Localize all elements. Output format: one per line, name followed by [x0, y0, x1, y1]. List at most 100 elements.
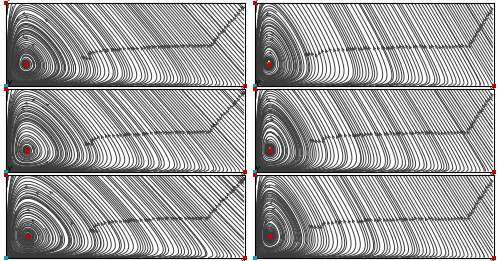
FancyArrowPatch shape [461, 217, 464, 220]
FancyArrowPatch shape [451, 132, 454, 134]
FancyArrowPatch shape [150, 132, 152, 134]
FancyArrowPatch shape [472, 211, 474, 213]
FancyArrowPatch shape [222, 29, 225, 32]
FancyArrowPatch shape [334, 49, 336, 52]
FancyArrowPatch shape [220, 31, 223, 34]
FancyArrowPatch shape [32, 220, 34, 222]
Text: Y: Y [255, 0, 260, 3]
FancyArrowPatch shape [237, 13, 240, 15]
FancyArrowPatch shape [154, 132, 157, 134]
FancyArrowPatch shape [388, 47, 390, 50]
FancyArrowPatch shape [468, 128, 470, 131]
FancyArrowPatch shape [446, 45, 448, 48]
FancyArrowPatch shape [344, 134, 346, 137]
FancyArrowPatch shape [6, 7, 8, 9]
FancyArrowPatch shape [8, 170, 10, 172]
Text: X: X [240, 87, 245, 96]
FancyArrowPatch shape [172, 45, 174, 48]
FancyArrowPatch shape [192, 131, 194, 134]
FancyArrowPatch shape [166, 217, 169, 219]
FancyArrowPatch shape [490, 183, 492, 186]
FancyArrowPatch shape [192, 45, 195, 48]
FancyArrowPatch shape [439, 46, 442, 49]
FancyArrowPatch shape [358, 48, 360, 50]
FancyArrowPatch shape [234, 100, 237, 103]
FancyArrowPatch shape [92, 51, 95, 54]
FancyArrowPatch shape [96, 230, 98, 233]
FancyArrowPatch shape [482, 108, 484, 111]
FancyArrowPatch shape [233, 187, 235, 189]
FancyArrowPatch shape [124, 134, 126, 137]
FancyArrowPatch shape [162, 46, 165, 48]
FancyArrowPatch shape [425, 45, 427, 48]
FancyArrowPatch shape [375, 133, 377, 135]
FancyArrowPatch shape [16, 254, 18, 256]
FancyArrowPatch shape [260, 170, 262, 172]
FancyArrowPatch shape [208, 131, 211, 133]
FancyArrowPatch shape [480, 27, 482, 30]
FancyArrowPatch shape [396, 132, 398, 135]
FancyArrowPatch shape [312, 226, 314, 228]
FancyArrowPatch shape [429, 46, 432, 49]
FancyArrowPatch shape [138, 133, 140, 136]
FancyArrowPatch shape [342, 48, 344, 51]
FancyArrowPatch shape [257, 32, 259, 35]
FancyArrowPatch shape [152, 46, 154, 49]
FancyArrowPatch shape [95, 224, 98, 227]
FancyArrowPatch shape [410, 132, 412, 135]
FancyArrowPatch shape [133, 47, 136, 50]
FancyArrowPatch shape [201, 217, 203, 219]
FancyArrowPatch shape [318, 226, 320, 229]
FancyArrowPatch shape [91, 229, 93, 232]
FancyArrowPatch shape [183, 131, 186, 134]
FancyArrowPatch shape [260, 253, 263, 256]
FancyArrowPatch shape [109, 221, 112, 224]
FancyArrowPatch shape [117, 134, 119, 137]
FancyArrowPatch shape [338, 221, 340, 224]
FancyArrowPatch shape [413, 45, 416, 48]
FancyArrowPatch shape [6, 90, 8, 93]
FancyArrowPatch shape [255, 175, 258, 177]
FancyArrowPatch shape [176, 218, 178, 220]
FancyArrowPatch shape [260, 115, 262, 118]
FancyArrowPatch shape [348, 220, 350, 223]
FancyArrowPatch shape [486, 17, 488, 20]
FancyArrowPatch shape [6, 4, 8, 7]
FancyArrowPatch shape [490, 180, 493, 182]
FancyArrowPatch shape [10, 84, 13, 86]
FancyArrowPatch shape [32, 44, 34, 46]
FancyArrowPatch shape [226, 110, 229, 113]
FancyArrowPatch shape [136, 220, 139, 222]
FancyArrowPatch shape [270, 39, 274, 41]
FancyArrowPatch shape [358, 134, 360, 137]
FancyArrowPatch shape [146, 219, 149, 221]
FancyArrowPatch shape [119, 48, 122, 50]
FancyArrowPatch shape [256, 28, 258, 31]
FancyArrowPatch shape [149, 219, 152, 222]
Text: Y: Y [255, 80, 260, 89]
FancyArrowPatch shape [6, 175, 8, 178]
FancyArrowPatch shape [217, 119, 220, 122]
FancyArrowPatch shape [268, 99, 270, 102]
FancyArrowPatch shape [265, 185, 267, 187]
FancyArrowPatch shape [170, 217, 173, 220]
FancyArrowPatch shape [449, 45, 452, 48]
FancyArrowPatch shape [230, 105, 233, 108]
FancyArrowPatch shape [234, 17, 236, 20]
FancyArrowPatch shape [438, 218, 440, 221]
FancyArrowPatch shape [33, 62, 35, 64]
FancyArrowPatch shape [106, 49, 109, 51]
FancyArrowPatch shape [136, 47, 139, 50]
FancyArrowPatch shape [201, 45, 203, 48]
FancyArrowPatch shape [485, 189, 487, 192]
FancyArrowPatch shape [460, 217, 463, 220]
FancyArrowPatch shape [156, 131, 159, 134]
FancyArrowPatch shape [172, 131, 174, 134]
FancyArrowPatch shape [157, 218, 160, 221]
FancyArrowPatch shape [348, 47, 350, 50]
FancyArrowPatch shape [42, 166, 44, 168]
FancyArrowPatch shape [316, 54, 318, 57]
FancyArrowPatch shape [11, 256, 13, 258]
FancyArrowPatch shape [241, 180, 244, 182]
FancyArrowPatch shape [384, 218, 386, 221]
